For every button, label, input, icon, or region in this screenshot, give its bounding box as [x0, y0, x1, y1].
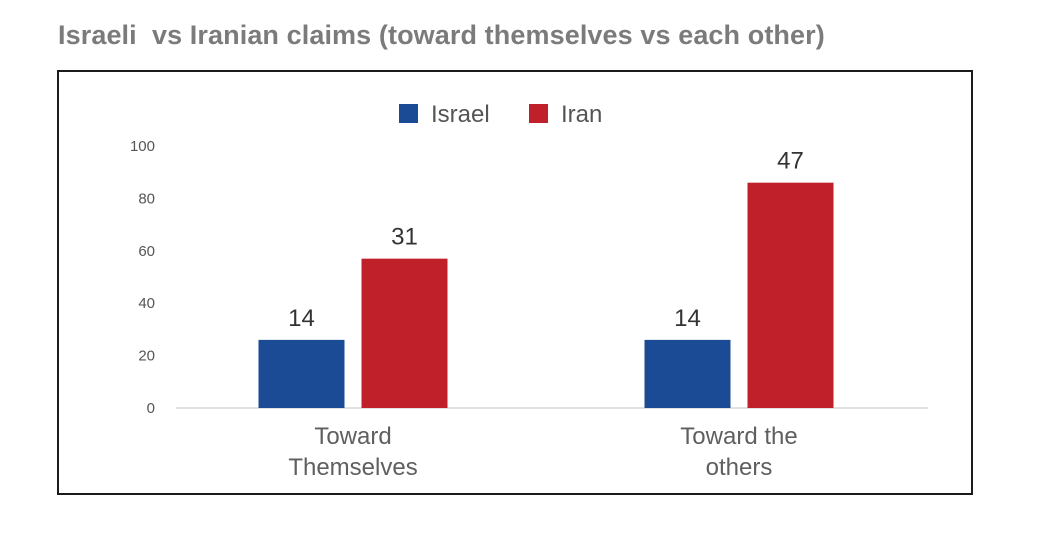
legend-label: Israel [431, 101, 490, 128]
data-label: 47 [777, 148, 804, 175]
category-label: Toward the [680, 423, 797, 450]
y-tick-label: 0 [147, 400, 155, 417]
y-tick-label: 100 [130, 138, 155, 155]
y-tick-label: 80 [138, 190, 155, 207]
category-label: Themselves [288, 454, 417, 481]
legend-swatch-iran [529, 104, 548, 123]
y-tick-label: 20 [138, 348, 155, 365]
y-tick-label: 40 [138, 295, 155, 312]
chart-title: Israeli vs Iranian claims (toward themse… [58, 20, 825, 50]
bar-israel [644, 339, 731, 408]
category-label: Toward [314, 423, 391, 450]
bar-israel [258, 339, 345, 408]
data-label: 14 [674, 305, 701, 332]
chart-frame [57, 70, 973, 495]
data-label: 14 [288, 305, 315, 332]
category-label: others [706, 454, 773, 481]
bar-iran [361, 258, 448, 408]
legend-label: Iran [561, 101, 602, 128]
bar-iran [747, 182, 834, 408]
y-tick-label: 60 [138, 243, 155, 260]
legend-swatch-israel [399, 104, 418, 123]
data-label: 31 [391, 224, 418, 251]
